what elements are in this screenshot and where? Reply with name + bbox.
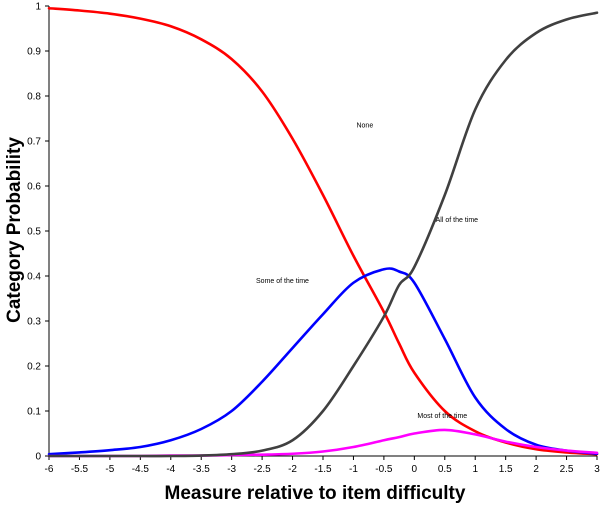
x-tick-label: -5 <box>105 464 114 475</box>
y-tick-label: 0.7 <box>27 137 41 148</box>
x-tick-label: -1 <box>349 464 358 475</box>
plot-background <box>49 6 597 456</box>
curve-label-most-of-the-time: Most of the time <box>417 413 467 420</box>
axes: -6 -5.5 -5 -4.5 -4 -3.5 -3 -2.5 -2 -1.5 -1 -0.5 0 0.5… <box>27 2 600 476</box>
x-tick-label: 1 <box>472 464 478 475</box>
x-tick-label: 2 <box>533 464 539 475</box>
x-axis-title: Measure relative to item difficulty <box>165 483 466 504</box>
x-tick-label: -2.5 <box>253 464 271 475</box>
y-tick-label: 0.6 <box>27 182 41 193</box>
y-tick-label: 1 <box>35 2 41 13</box>
x-tick-label: -1.5 <box>314 464 332 475</box>
y-tick-label: 0.1 <box>27 407 41 418</box>
y-tick-label: 0.3 <box>27 317 41 328</box>
curves <box>47 6 599 458</box>
y-tick-label: 0.4 <box>27 272 41 283</box>
y-axis-title: Category Probability <box>4 137 25 323</box>
x-tick-label: -3 <box>227 464 236 475</box>
x-tick-label: -5.5 <box>71 464 89 475</box>
y-tick-label: 0.8 <box>27 92 41 103</box>
x-tick-label: -0.5 <box>375 464 393 475</box>
x-tick-label: 1.5 <box>499 464 513 475</box>
x-tick-label: -6 <box>45 464 54 475</box>
curve-label-all-of-the-time: All of the time <box>436 217 479 224</box>
x-tick-label: -4.5 <box>132 464 150 475</box>
series-line-all-of-the-time <box>47 11 599 458</box>
curve-label-none: None <box>356 123 373 130</box>
x-tick-label: 0 <box>412 464 418 475</box>
plot-area <box>49 6 597 456</box>
curve-labels: None All of the time Some of the time Most … <box>256 123 478 420</box>
curve-label-some-of-the-time: Some of the time <box>256 278 309 285</box>
y-tick-label: 0.5 <box>27 227 41 238</box>
series-line-some-of-the-time <box>47 267 599 456</box>
x-tick-label: 2.5 <box>560 464 574 475</box>
y-tick-label: 0.9 <box>27 47 41 58</box>
x-tick-label: 3 <box>594 464 600 475</box>
y-tick-label: 0.2 <box>27 362 41 373</box>
x-tick-label: -4 <box>166 464 175 475</box>
x-tick-label: 0.5 <box>438 464 452 475</box>
y-tick-label: 0 <box>35 452 41 463</box>
x-tick-label: -3.5 <box>193 464 211 475</box>
x-tick-label: -2 <box>288 464 297 475</box>
